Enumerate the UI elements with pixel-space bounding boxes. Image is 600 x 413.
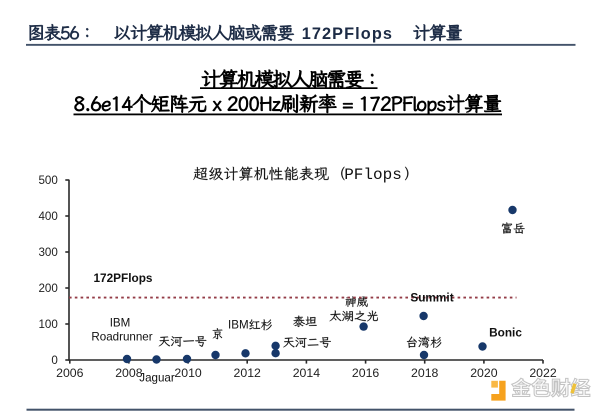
svg-text:2006: 2006	[56, 366, 84, 380]
svg-text:2022: 2022	[529, 366, 557, 380]
svg-text:172PFlops: 172PFlops	[93, 271, 152, 285]
svg-text:Summit: Summit	[410, 291, 453, 305]
svg-text:Roadrunner: Roadrunner	[91, 331, 152, 344]
svg-text:2016: 2016	[352, 366, 380, 380]
svg-text:100: 100	[38, 318, 57, 331]
svg-text:172PFlops: 172PFlops	[302, 25, 393, 43]
svg-text:IBM: IBM	[110, 317, 131, 330]
svg-text:PFlops: PFlops	[344, 166, 402, 184]
svg-text:Jaguar: Jaguar	[139, 372, 175, 385]
svg-text:200: 200	[38, 282, 57, 295]
svg-text:2008: 2008	[115, 366, 143, 380]
svg-text:2010: 2010	[174, 366, 202, 380]
svg-text:2014: 2014	[293, 366, 321, 380]
svg-text:500: 500	[38, 174, 57, 187]
svg-text:2020: 2020	[470, 366, 498, 380]
svg-text:400: 400	[38, 210, 57, 223]
svg-text:300: 300	[38, 246, 57, 259]
svg-text:0: 0	[51, 354, 57, 367]
svg-text:2018: 2018	[411, 366, 439, 380]
svg-text:2012: 2012	[234, 366, 262, 380]
svg-text:IBM: IBM	[228, 318, 249, 331]
svg-text:Bonic: Bonic	[489, 325, 522, 339]
